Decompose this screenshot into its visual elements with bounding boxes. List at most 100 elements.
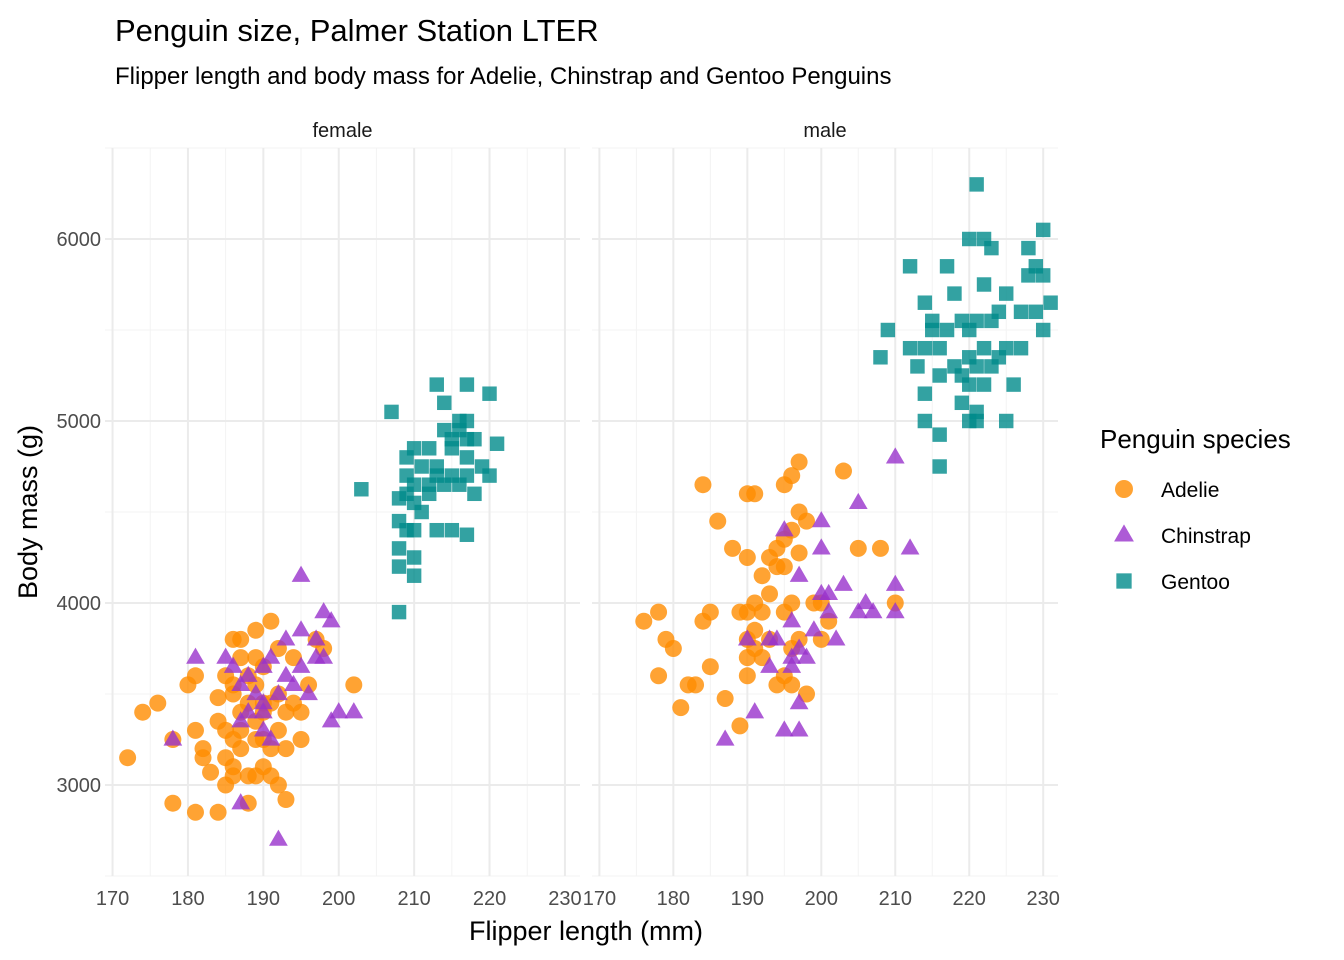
data-point-adelie [738,549,756,566]
legend-label-gentoo: Gentoo [1161,571,1230,594]
facet-label-male: male [803,120,846,142]
x-tick-label: 210 [397,888,430,910]
data-point-chinstrap [269,683,288,701]
grid [105,147,580,877]
data-point-adelie [209,689,227,707]
data-point-gentoo [962,377,977,392]
data-point-gentoo [1006,377,1021,392]
data-point-chinstrap [291,565,311,582]
data-point-gentoo [406,522,422,538]
data-point-gentoo [932,340,947,356]
x-tick-label: 210 [879,888,912,910]
data-point-adelie [247,621,265,639]
data-point-chinstrap [715,729,735,746]
data-point-chinstrap [782,611,802,628]
data-point-gentoo [917,413,933,429]
data-point-adelie [134,703,152,721]
data-point-chinstrap [246,683,266,701]
data-point-adelie [849,539,867,557]
data-point-adelie [345,676,363,694]
data-point-adelie [194,749,212,767]
data-point-chinstrap [885,602,905,619]
legend-key-chinstrap [1114,524,1134,542]
data-point-chinstrap [223,656,243,673]
data-point-gentoo [437,395,452,411]
data-point-chinstrap [231,711,251,728]
data-point-gentoo [984,240,999,256]
data-point-adelie [834,462,852,480]
data-point-adelie [269,721,287,739]
data-point-chinstrap [329,702,349,719]
data-point-adelie [761,585,779,603]
data-point-chinstrap [299,683,318,701]
data-point-chinstrap [848,492,868,510]
data-point-chinstrap [745,702,765,719]
x-axis-ticks: 170 180 190 200 210 220 230 170 180 190 200 210 220 2… [96,888,1060,910]
series-adelie [119,612,363,821]
data-point-adelie [262,612,280,630]
series-gentoo [873,177,1058,474]
data-point-chinstrap [238,702,258,719]
data-point-chinstrap [276,629,296,646]
data-point-gentoo [917,340,933,356]
data-point-gentoo [1013,304,1029,320]
data-point-adelie [716,690,734,708]
data-point-gentoo [939,322,955,338]
data-point-adelie [798,685,816,703]
data-point-adelie [790,544,808,562]
data-point-adelie [277,740,295,758]
data-point-adelie [775,558,793,576]
legend-label-adelie: Adelie [1161,479,1219,502]
legend-item-adelie: Adelie [1115,479,1219,502]
series-chinstrap [715,447,920,746]
data-point-gentoo [998,286,1014,301]
data-point-chinstrap [819,583,839,601]
data-point-chinstrap [344,702,364,719]
data-point-gentoo [917,386,933,401]
data-point-gentoo [902,259,918,274]
data-point-adelie [149,694,167,712]
x-tick-label: 220 [473,888,506,910]
data-point-adelie [186,667,204,685]
data-point-adelie [798,512,816,530]
data-point-gentoo [917,295,933,310]
data-point-adelie [746,485,764,503]
data-point-gentoo [1028,304,1044,320]
data-point-gentoo [1021,240,1036,256]
data-point-chinstrap [863,602,883,619]
data-point-gentoo [939,259,955,274]
data-point-chinstrap [782,656,802,673]
data-point-gentoo [429,377,444,392]
series-adelie [635,453,904,735]
data-point-gentoo [414,459,429,474]
legend: Penguin species Adelie Chinstrap Gentoo [1100,424,1291,594]
data-point-adelie [164,794,182,812]
data-point-adelie [746,621,764,639]
data-point-gentoo [969,359,984,374]
data-point-gentoo [406,441,422,456]
data-point-chinstrap [826,629,846,646]
data-point-adelie [202,763,220,781]
data-point-gentoo [482,468,497,483]
x-tick-label: 180 [171,888,204,910]
data-point-chinstrap [789,638,809,655]
data-point-gentoo [932,459,947,474]
data-point-gentoo [414,504,429,520]
data-point-adelie [232,630,250,648]
x-tick-label: 230 [1027,888,1060,910]
data-point-gentoo [406,477,422,492]
data-point-gentoo [444,522,460,538]
data-point-gentoo [391,541,407,556]
data-point-chinstrap [797,647,816,664]
data-point-adelie [232,740,250,758]
data-point-adelie [186,721,204,739]
data-point-gentoo [406,568,422,583]
data-point-adelie [753,603,771,621]
data-point-chinstrap [238,665,258,682]
data-point-gentoo [954,395,970,411]
data-point-gentoo [429,459,444,474]
data-point-chinstrap [216,647,236,664]
data-point-adelie [209,803,227,821]
data-point-chinstrap [767,629,787,646]
